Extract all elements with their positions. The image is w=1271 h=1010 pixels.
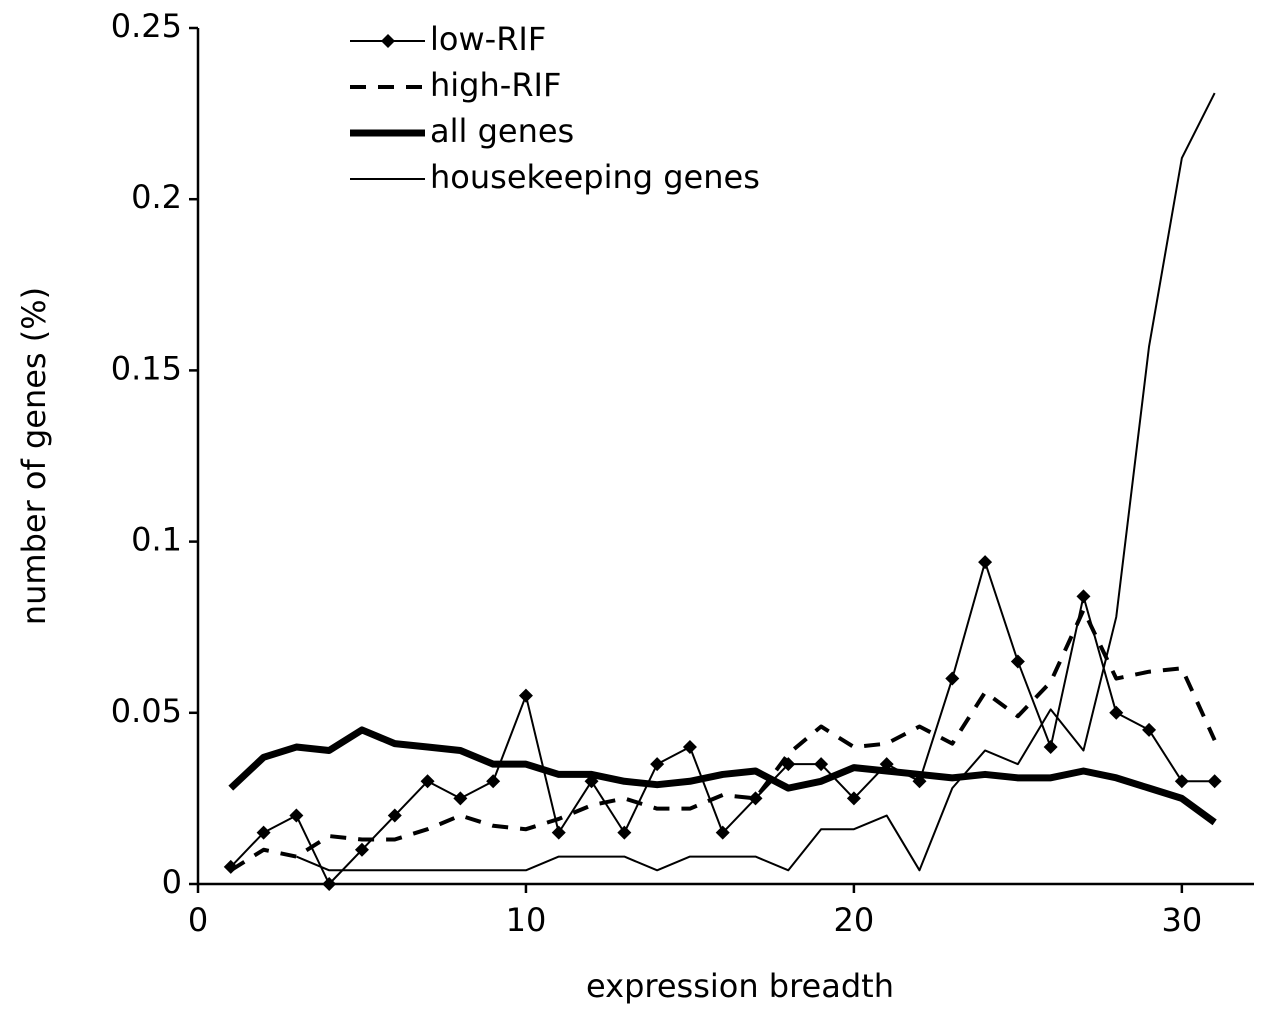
point-marker — [748, 791, 763, 806]
point-marker — [1174, 774, 1189, 789]
point-marker — [1142, 722, 1157, 737]
point-marker — [486, 774, 501, 789]
point-marker — [978, 555, 993, 570]
legend: low-RIF high-RIF all genes housekeeping gen… — [350, 20, 760, 196]
y-tick-label: 0.15 — [111, 349, 182, 387]
point-marker — [682, 740, 697, 755]
x-tick-label: 10 — [506, 901, 547, 939]
point-marker — [814, 757, 829, 772]
point-marker — [420, 774, 435, 789]
point-marker — [322, 877, 337, 891]
point-marker — [1109, 705, 1124, 720]
y-axis-label: number of genes (%) — [15, 287, 53, 625]
point-marker — [453, 791, 468, 806]
point-marker — [551, 825, 566, 840]
y-tick-label: 0.05 — [111, 692, 182, 730]
x-axis-label: expression breadth — [586, 967, 894, 1005]
series-line — [229, 608, 1217, 872]
y-tick-label: 0 — [162, 863, 182, 901]
point-marker — [256, 825, 271, 840]
x-tick-label: 30 — [1161, 901, 1202, 939]
legend-marker — [381, 34, 395, 48]
series-line — [295, 92, 1216, 872]
point-marker — [1043, 740, 1058, 755]
point-marker — [289, 808, 304, 823]
y-tick-label: 0.25 — [111, 7, 182, 45]
point-marker — [518, 688, 533, 703]
point-marker — [715, 825, 730, 840]
series-line — [228, 726, 1217, 826]
y-tick-label: 0.1 — [131, 521, 182, 559]
point-marker — [846, 791, 861, 806]
point-marker — [354, 842, 369, 857]
x-tick-label: 20 — [834, 901, 875, 939]
legend-label: low-RIF — [430, 20, 546, 58]
point-marker — [1076, 589, 1091, 604]
legend-label: housekeeping genes — [430, 158, 760, 196]
point-marker — [617, 825, 632, 840]
point-marker — [387, 808, 402, 823]
point-marker — [1010, 654, 1025, 669]
point-marker — [945, 671, 960, 686]
x-tick-label: 0 — [188, 901, 208, 939]
legend-label: high-RIF — [430, 66, 561, 104]
legend-label: all genes — [430, 112, 574, 150]
point-marker — [1207, 774, 1222, 789]
y-tick-label: 0.2 — [131, 178, 182, 216]
point-marker — [650, 757, 665, 772]
